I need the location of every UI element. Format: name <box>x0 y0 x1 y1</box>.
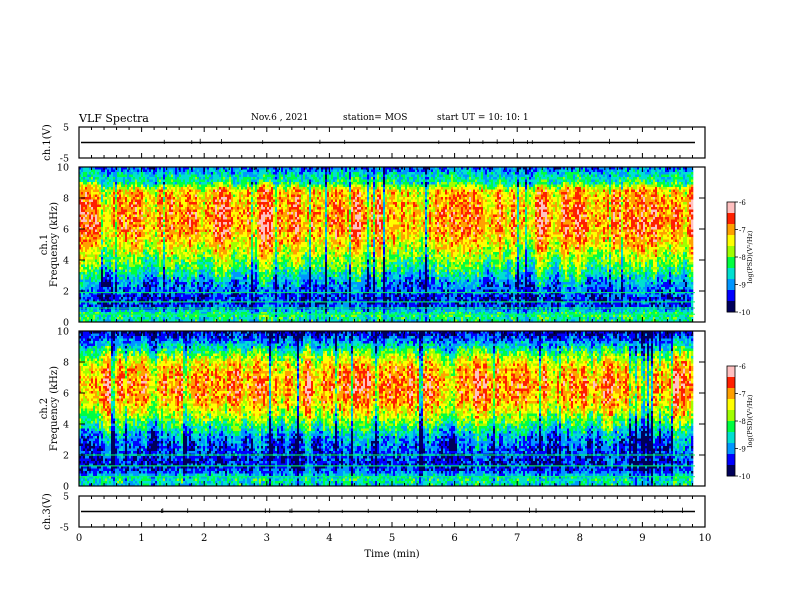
x-tick-label: 2 <box>201 533 207 544</box>
ch2-spectrogram-colorbar: -6 -7 -8 -9 -10 log(PSD)(V²/Hz) <box>727 363 754 481</box>
y-tick-label: 6 <box>63 225 69 236</box>
colorbar-tick-label: -8 <box>739 418 746 426</box>
y-tick-label: 10 <box>57 163 69 174</box>
colorbar-label: log(PSD)(V²/Hz) <box>746 230 754 283</box>
y-tick-label: 2 <box>63 287 69 298</box>
y-axis-label: ch.3(V) <box>42 493 53 530</box>
colorbar-tick-label: -7 <box>739 391 746 399</box>
x-axis-label: Time (min) <box>364 549 419 560</box>
x-tick-label: 8 <box>577 533 583 544</box>
colorbar-tick-label: -10 <box>739 473 750 481</box>
vlf-spectra-figure: 5-5ch.1(V)0246810ch.1 Frequency (kHz) -6-7… <box>0 0 792 612</box>
ch1-spectrogram-colorbar: -6 -7 -8 -9 -10 log(PSD)(V²/Hz) <box>727 199 754 317</box>
colorbar-tick-label: -6 <box>739 363 746 371</box>
y-tick-label: 2 <box>63 451 69 462</box>
x-tick-label: 1 <box>138 533 144 544</box>
y-tick-label: 6 <box>63 389 69 400</box>
ch1-waveform-panel: 5-5ch.1(V) <box>42 123 705 165</box>
x-tick-label: 0 <box>76 533 82 544</box>
y-axis-label: Frequency (kHz) <box>49 202 60 287</box>
y-tick-label: 5 <box>63 492 69 503</box>
x-tick-label: 7 <box>514 533 520 544</box>
colorbar-tick-label: -6 <box>739 199 746 207</box>
x-tick-label: 10 <box>699 533 712 544</box>
y-tick-label: 5 <box>63 123 69 134</box>
y-tick-label: 8 <box>63 358 69 369</box>
colorbar-tick-label: -10 <box>739 309 750 317</box>
colorbar-tick-label: -9 <box>739 282 746 290</box>
y-tick-label: -5 <box>60 523 69 534</box>
ch1-spectrogram-heatmap <box>79 167 705 322</box>
x-tick-label: 3 <box>264 533 270 544</box>
colorbar-tick-label: -9 <box>739 446 746 454</box>
x-tick-label: 9 <box>639 533 645 544</box>
colorbar-label: log(PSD)(V²/Hz) <box>746 394 754 447</box>
x-tick-label: 5 <box>389 533 395 544</box>
y-axis-label: Frequency (kHz) <box>49 366 60 451</box>
colorbar-tick-label: -8 <box>739 254 746 262</box>
x-tick-label: 4 <box>326 533 332 544</box>
y-tick-label: 10 <box>57 327 69 338</box>
colorbar-tick-label: -7 <box>739 227 746 235</box>
ch2-spectrogram-heatmap <box>79 331 705 486</box>
ch3-waveform-panel: 5 -5 0 1 2 3 4 5 6 7 8 9 10 ch.3(V) Time (min) <box>42 492 711 561</box>
y-tick-label: 4 <box>63 256 69 267</box>
y-axis-label: ch.1(V) <box>42 124 53 161</box>
x-tick-label: 6 <box>451 533 457 544</box>
y-tick-label: 4 <box>63 420 69 431</box>
y-tick-label: 8 <box>63 194 69 205</box>
